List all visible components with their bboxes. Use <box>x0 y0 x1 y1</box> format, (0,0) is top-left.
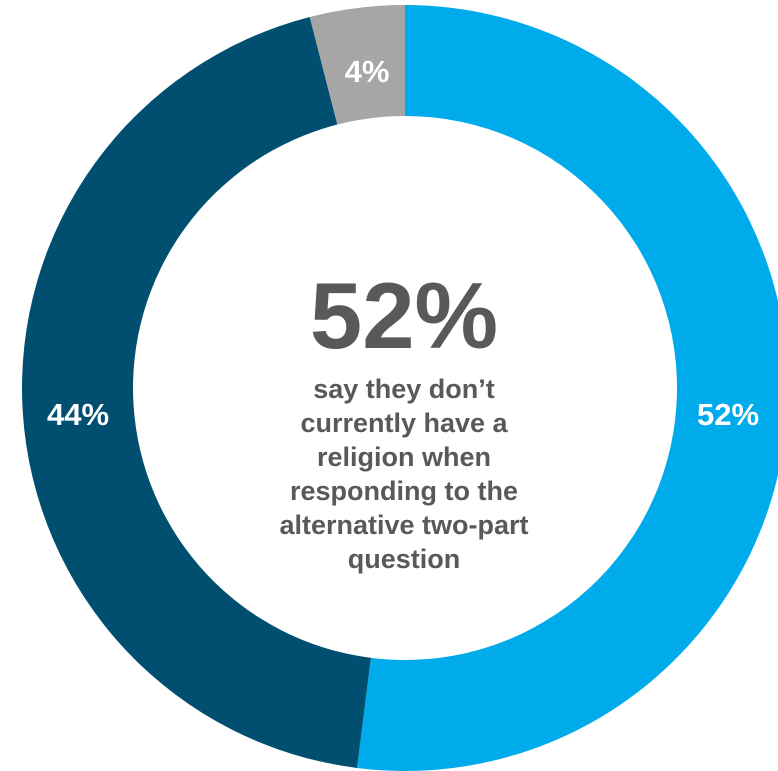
slice-label-1: 52% <box>697 397 759 432</box>
donut-slice-2 <box>21 17 371 768</box>
donut-slices <box>21 5 778 771</box>
slice-label-2: 44% <box>47 397 109 432</box>
center-caption: say they don’t currently have a religion… <box>279 374 529 574</box>
center-annotation: 52% say they don’t currently have a reli… <box>184 266 624 576</box>
center-value: 52% <box>309 263 499 368</box>
slice-labels: 52% 44% 4% <box>47 54 759 432</box>
donut-slice-1 <box>356 5 778 771</box>
slice-label-3: 4% <box>345 54 390 89</box>
donut-slice-3 <box>309 5 405 125</box>
